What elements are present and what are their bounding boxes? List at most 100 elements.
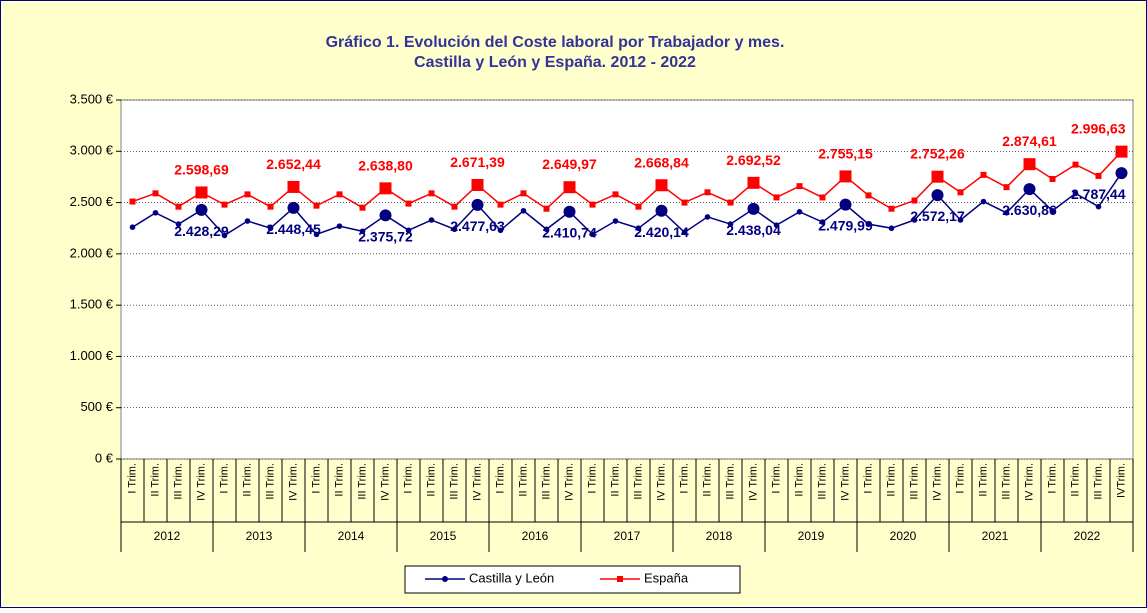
x-tick-label: I Trim. xyxy=(586,463,598,494)
value-label: 2.649,97 xyxy=(542,156,597,172)
marker xyxy=(635,203,642,210)
marker xyxy=(543,226,550,233)
value-label: 2.787,44 xyxy=(1071,186,1126,202)
marker xyxy=(589,201,596,208)
marker xyxy=(175,221,182,227)
marker xyxy=(839,198,852,211)
y-tick-label: 1.500 € xyxy=(70,297,114,312)
x-tick-label: II Trim. xyxy=(517,463,529,497)
value-label: 2.477,63 xyxy=(450,218,505,234)
legend-label: España xyxy=(644,570,689,585)
x-tick-label: IV Trim. xyxy=(1023,463,1035,501)
x-tick-label: II Trim. xyxy=(977,463,989,497)
marker xyxy=(681,199,688,206)
y-tick-label: 2.500 € xyxy=(70,194,114,209)
marker xyxy=(1072,161,1079,168)
marker xyxy=(747,202,760,215)
chart-title: Gráfico 1. Evolución del Coste laboral p… xyxy=(326,34,785,51)
marker xyxy=(819,219,826,225)
x-tick-label: IVTrim. xyxy=(1115,463,1127,498)
year-label: 2012 xyxy=(154,529,181,543)
plot-area xyxy=(120,99,1134,460)
marker xyxy=(313,202,320,209)
marker xyxy=(727,221,734,227)
marker xyxy=(1072,190,1079,197)
x-tick-label: IV Trim. xyxy=(379,463,391,501)
marker xyxy=(704,214,711,220)
marker xyxy=(681,229,688,236)
marker xyxy=(888,225,895,232)
marker xyxy=(931,189,944,202)
x-tick-label: III Trim. xyxy=(632,463,644,500)
marker xyxy=(405,227,412,234)
x-tick-label: II Trim. xyxy=(149,463,161,497)
x-tick-label: IV Trim. xyxy=(747,463,759,501)
x-tick-label: II Trim. xyxy=(609,463,621,497)
x-tick-label: I Trim. xyxy=(954,463,966,494)
marker xyxy=(221,201,228,208)
x-tick-label: I Trim. xyxy=(770,463,782,494)
x-tick-label: I Trim. xyxy=(862,463,874,494)
marker xyxy=(267,225,274,232)
marker xyxy=(520,207,527,214)
value-label: 2.438,04 xyxy=(726,222,781,238)
x-tick-label: IV Trim. xyxy=(931,463,943,501)
marker xyxy=(773,222,780,228)
marker xyxy=(773,194,780,201)
marker xyxy=(195,186,208,199)
chart-title: Castilla y León y España. 2012 - 2022 xyxy=(414,54,696,71)
value-label: 2.671,39 xyxy=(450,154,505,170)
y-tick-label: 1.000 € xyxy=(70,348,114,363)
value-label: 2.630,86 xyxy=(1002,202,1057,218)
marker xyxy=(1095,203,1102,210)
x-tick-label: I Trim. xyxy=(218,463,230,494)
x-tick-label: II Trim. xyxy=(425,463,437,497)
marker xyxy=(796,183,803,190)
x-tick-label: IV Trim. xyxy=(655,463,667,501)
x-tick-label: III Trim. xyxy=(816,463,828,500)
x-tick-label: II Trim. xyxy=(333,463,345,497)
legend-marker xyxy=(617,576,623,582)
marker xyxy=(1023,183,1036,196)
y-tick-label: 2.000 € xyxy=(70,245,114,260)
x-tick-label: III Trim. xyxy=(1000,463,1012,500)
x-tick-label: III Trim. xyxy=(540,463,552,500)
marker xyxy=(931,170,944,183)
marker xyxy=(727,199,734,206)
x-tick-label: IV Trim. xyxy=(563,463,575,501)
year-label: 2019 xyxy=(798,529,825,543)
x-tick-label: III Trim. xyxy=(908,463,920,500)
value-label: 2.692,52 xyxy=(726,152,781,168)
value-label: 2.375,72 xyxy=(358,228,413,244)
marker xyxy=(267,203,274,210)
year-label: 2022 xyxy=(1074,529,1101,543)
marker xyxy=(152,210,159,216)
marker xyxy=(957,217,964,223)
year-label: 2015 xyxy=(430,529,457,543)
marker xyxy=(819,194,826,201)
x-tick-label: III Trim. xyxy=(172,463,184,500)
marker xyxy=(359,228,366,235)
year-label: 2017 xyxy=(614,529,641,543)
x-tick-label: III Trim. xyxy=(356,463,368,500)
marker xyxy=(287,180,300,193)
marker xyxy=(543,205,550,212)
year-label: 2013 xyxy=(246,529,273,543)
marker xyxy=(1095,172,1102,179)
marker xyxy=(336,223,343,229)
value-label: 2.428,29 xyxy=(174,223,229,239)
marker xyxy=(612,191,619,198)
marker xyxy=(244,218,251,224)
x-tick-label: I Trim. xyxy=(402,463,414,494)
value-label: 2.572,17 xyxy=(910,208,965,224)
year-label: 2018 xyxy=(706,529,733,543)
marker xyxy=(175,203,182,210)
marker xyxy=(1049,207,1056,214)
marker xyxy=(563,181,576,194)
marker xyxy=(888,205,895,212)
marker xyxy=(911,197,918,204)
marker xyxy=(359,204,366,211)
legend-label: Castilla y León xyxy=(469,570,554,585)
value-label: 2.874,61 xyxy=(1002,133,1057,149)
